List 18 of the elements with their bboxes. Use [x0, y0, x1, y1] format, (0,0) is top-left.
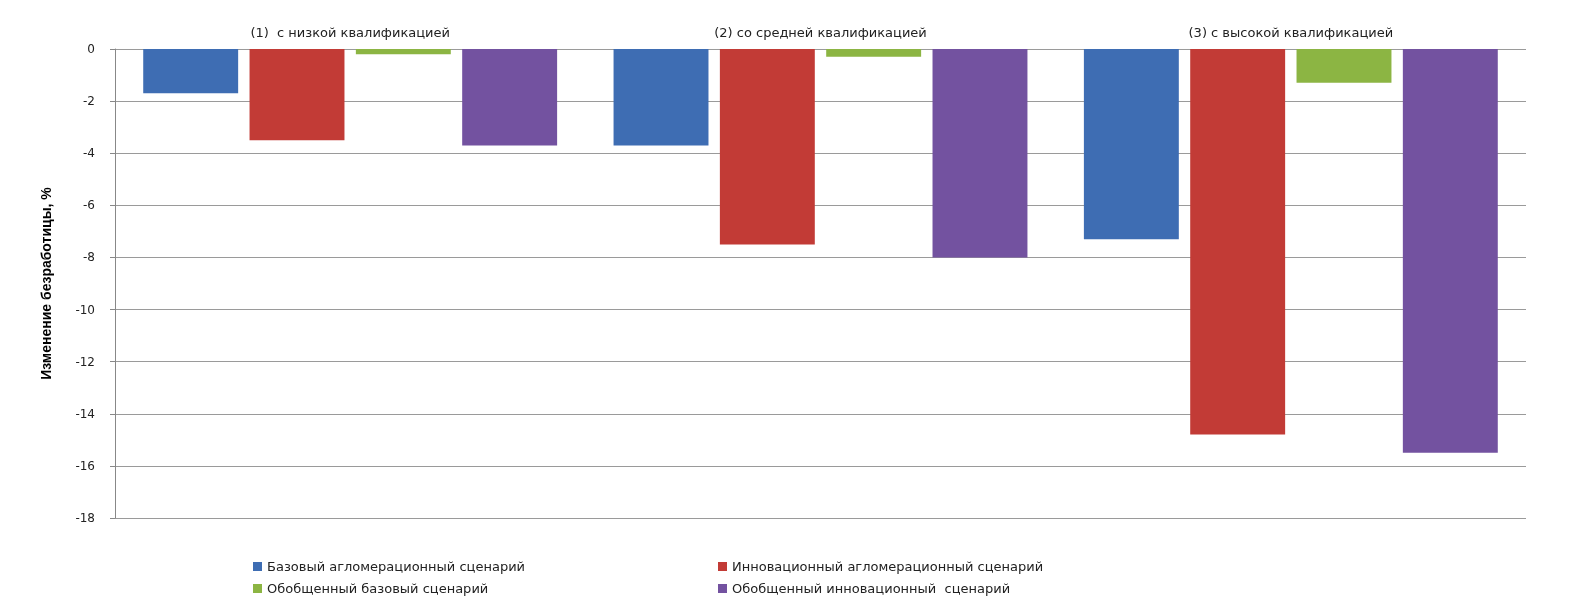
y-tick-label: -2	[83, 94, 95, 109]
legend-label: Инновационный агломерационный сценарий	[732, 559, 1044, 574]
legend-label: Базовый агломерационный сценарий	[267, 559, 526, 574]
y-tick-label: -8	[83, 250, 95, 265]
legend-label: Обобщенный инновационный сценарий	[732, 581, 1011, 596]
x-tick-label: (1) с низкой квалификацией	[250, 25, 450, 40]
y-tick-label: -4	[83, 146, 95, 161]
y-tick-label: -14	[75, 406, 95, 421]
x-tick-label: (3) с высокой квалификацией	[1188, 25, 1394, 40]
y-tick-label: -16	[75, 458, 95, 473]
y-tick-label: -18	[75, 511, 95, 525]
y-axis-title: Изменение безработицы, %	[38, 186, 54, 380]
x-tick-label: (2) со средней квалификацией	[714, 25, 927, 40]
y-tick-label: 0	[87, 42, 95, 56]
y-tick-label: -12	[75, 354, 95, 369]
y-tick-label: -6	[83, 198, 95, 213]
y-tick-label: -10	[75, 302, 95, 317]
legend-label: Обобщенный базовый сценарий	[267, 581, 489, 596]
